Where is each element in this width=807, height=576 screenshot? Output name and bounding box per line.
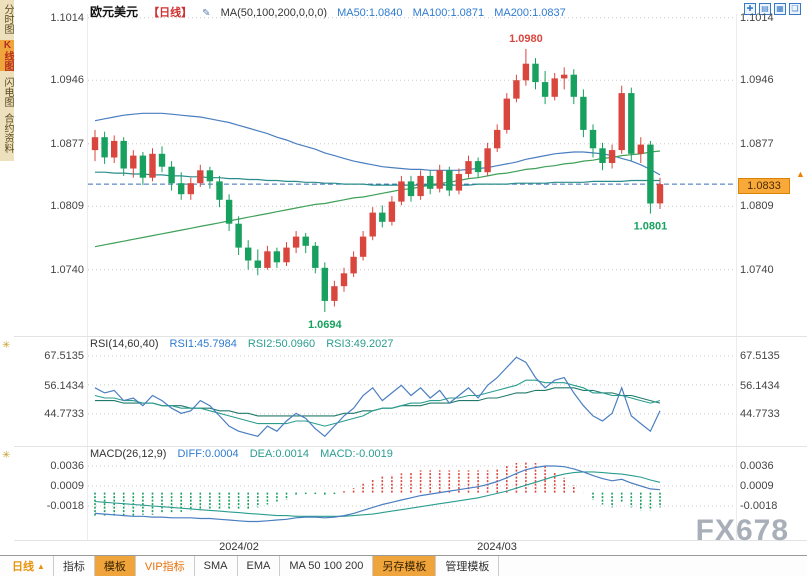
period-selector[interactable]: 日线 ▲ — [0, 556, 54, 576]
price-axis-label: 1.1014 — [740, 12, 800, 24]
toolbar-tab-templates[interactable]: 模板 — [95, 556, 136, 576]
rsi-axis-label: 56.1434 — [740, 380, 800, 392]
price-axis-label: 1.0946 — [12, 74, 84, 86]
macd-axis-label: 0.0009 — [12, 480, 84, 492]
price-axis-label: 1.1014 — [12, 12, 84, 24]
toolbar-tab-vip-indicators[interactable]: VIP指标 — [136, 556, 195, 576]
rsi3-value: RSI3:49.2027 — [326, 338, 393, 350]
price-axis-label: 1.0740 — [12, 264, 84, 276]
price-axis-label: 1.0809 — [740, 200, 800, 212]
macd-value: MACD:-0.0019 — [320, 448, 393, 460]
rsi-axis-label: 56.1434 — [12, 380, 84, 392]
rsi-indicator-chart[interactable] — [88, 346, 736, 446]
svg-text:1.0980: 1.0980 — [509, 33, 543, 45]
rsi-axis-label: 67.5135 — [740, 350, 800, 362]
macd-params-label[interactable]: MACD(26,12,9) — [90, 448, 166, 460]
toolbar-tab-ema[interactable]: EMA — [238, 556, 281, 576]
fx678-watermark: FX678 — [696, 514, 789, 548]
main-candlestick-chart[interactable]: 1.0980 1.0694 1.0801 — [88, 14, 736, 346]
trading-chart-window: 分时图 K线图 闪电图 合约资料 欧元美元 【日线】 ✎ MA(50,100,2… — [0, 0, 807, 576]
macd-header: MACD(26,12,9) DIFF:0.0004 DEA:0.0014 MAC… — [90, 448, 401, 460]
right-axis-line — [736, 14, 737, 540]
sidebar-item-kline-chart[interactable]: K线图 — [0, 40, 14, 71]
period-label: 日线 — [12, 558, 34, 574]
macd-axis-label: 0.0036 — [740, 460, 800, 472]
macd-axis-label: 0.0036 — [12, 460, 84, 472]
toolbar-tab-save-template[interactable]: 另存模板 — [373, 556, 436, 576]
rsi-axis-label: 44.7733 — [12, 408, 84, 420]
macd-indicator-chart[interactable] — [88, 446, 736, 540]
svg-text:1.0694: 1.0694 — [308, 319, 343, 331]
svg-text:1.0801: 1.0801 — [634, 221, 668, 233]
price-up-arrow-icon[interactable]: ▲ — [796, 169, 805, 179]
price-axis-label: 1.0877 — [740, 138, 800, 150]
x-axis-label-feb: 2024/02 — [219, 541, 259, 553]
price-axis-label: 1.0946 — [740, 74, 800, 86]
rsi1-value: RSI1:45.7984 — [170, 338, 237, 350]
rsi-axis-label: 67.5135 — [12, 350, 84, 362]
chevron-up-icon: ▲ — [37, 562, 45, 571]
rsi-settings-icon[interactable]: ✳ — [2, 340, 13, 351]
price-axis-label: 1.0877 — [12, 138, 84, 150]
macd-axis-label: 0.0009 — [740, 480, 800, 492]
bottom-toolbar: 日线 ▲ 指标 模板 VIP指标 SMA EMA MA 50 100 200 另… — [0, 555, 807, 576]
current-price-label: 1.0833 — [738, 178, 790, 194]
rsi-axis-label: 44.7733 — [740, 408, 800, 420]
rsi2-value: RSI2:50.0960 — [248, 338, 315, 350]
rsi-params-label[interactable]: RSI(14,60,40) — [90, 338, 158, 350]
toolbar-tab-indicators[interactable]: 指标 — [54, 556, 95, 576]
dea-value: DEA:0.0014 — [250, 448, 309, 460]
toolbar-tab-ma-preset[interactable]: MA 50 100 200 — [280, 556, 373, 576]
panel-divider — [14, 540, 807, 541]
price-axis-label: 1.0740 — [740, 264, 800, 276]
macd-axis-label: -0.0018 — [12, 500, 84, 512]
price-axis-label: 1.0809 — [12, 200, 84, 212]
macd-settings-icon[interactable]: ✳ — [2, 450, 13, 461]
toolbar-tab-sma[interactable]: SMA — [195, 556, 238, 576]
macd-axis-label: -0.0018 — [740, 500, 800, 512]
diff-value: DIFF:0.0004 — [177, 448, 238, 460]
toolbar-tab-manage-templates[interactable]: 管理模板 — [436, 556, 499, 576]
rsi-header: RSI(14,60,40) RSI1:45.7984 RSI2:50.0960 … — [90, 338, 402, 350]
x-axis-label-mar: 2024/03 — [477, 541, 517, 553]
